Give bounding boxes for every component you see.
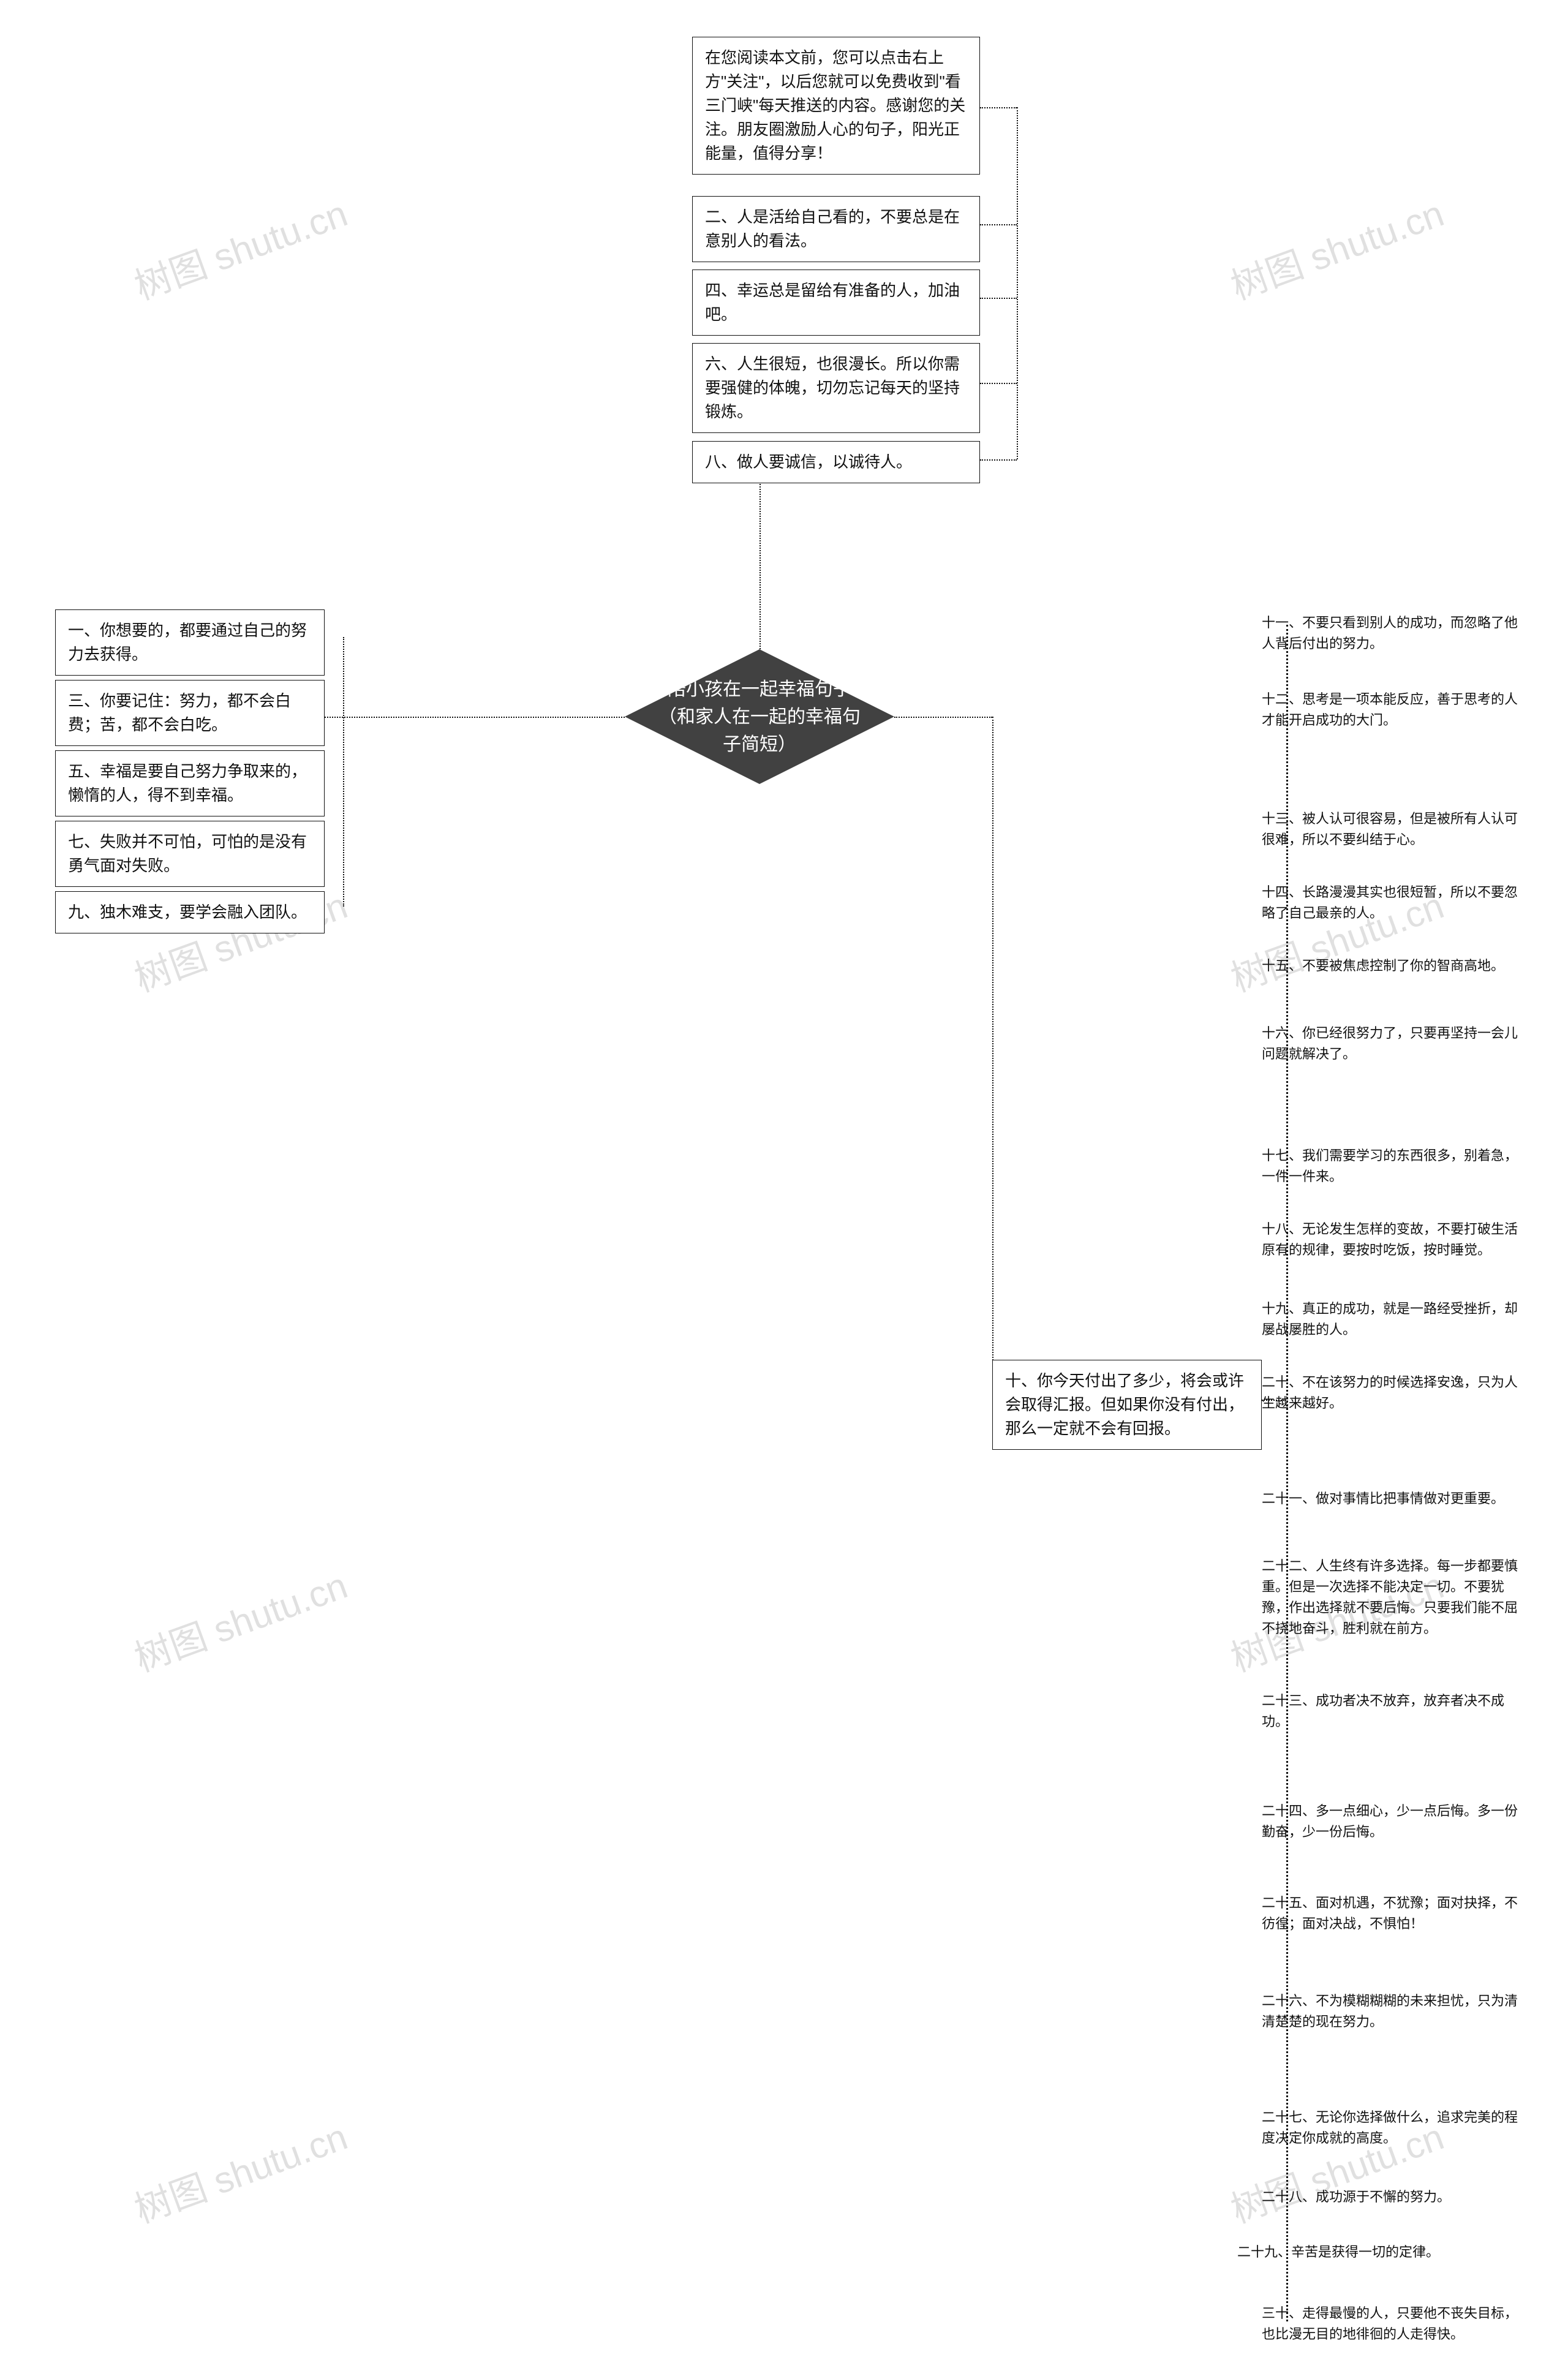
connector xyxy=(980,459,1017,461)
node-label: 二十八、成功源于不懈的努力。 xyxy=(1262,2189,1450,2204)
node-label: 二、人是活给自己看的，不要总是在意别人的看法。 xyxy=(705,208,960,250)
connector xyxy=(980,107,1017,108)
connector xyxy=(325,717,625,718)
node-label: 二十九、辛苦是获得一切的定律。 xyxy=(1237,2244,1439,2260)
mindmap-canvas: 树图 shutu.cn 树图 shutu.cn 树图 shutu.cn 树图 s… xyxy=(0,0,1568,2379)
connector xyxy=(992,717,993,1400)
sub-node: 十八、无论发生怎样的变故，不要打破生活原有的规律，要按时吃饭，按时睡觉。 xyxy=(1262,1219,1525,1261)
sub-node: 二十九、辛苦是获得一切的定律。 xyxy=(1237,2242,1525,2263)
connector xyxy=(760,484,761,649)
sub-node: 十九、真正的成功，就是一路经受挫折，却屡战屡胜的人。 xyxy=(1262,1299,1525,1340)
node-label: 十一、不要只看到别人的成功，而忽略了他人背后付出的努力。 xyxy=(1262,615,1518,651)
connector xyxy=(343,637,344,907)
sub-node: 二十六、不为模糊糊糊的未来担忧，只为清清楚楚的现在努力。 xyxy=(1262,1991,1525,2032)
connector-spine xyxy=(1286,625,1288,2321)
node-label: 三、你要记住：努力，都不会白费；苦，都不会白吃。 xyxy=(68,692,291,734)
node-label: 十九、真正的成功，就是一路经受挫折，却屡战屡胜的人。 xyxy=(1262,1301,1518,1337)
connector xyxy=(980,383,1017,384)
node-label: 六、人生很短，也很漫长。所以你需要强健的体魄，切勿忘记每天的坚持锻炼。 xyxy=(705,355,960,421)
connector xyxy=(980,298,1017,299)
node-label: 二十一、做对事情比把事情做对更重要。 xyxy=(1262,1491,1504,1506)
left-node: 三、你要记住：努力，都不会白费；苦，都不会白吃。 xyxy=(55,680,325,746)
top-node: 二、人是活给自己看的，不要总是在意别人的看法。 xyxy=(692,196,980,262)
top-node: 八、做人要诚信，以诚待人。 xyxy=(692,441,980,483)
node-label: 二十二、人生终有许多选择。每一步都要慎重。但是一次选择不能决定一切。不要犹豫，作… xyxy=(1262,1558,1518,1636)
node-label: 九、独木难支，要学会融入团队。 xyxy=(68,903,307,921)
sub-node: 二十三、成功者决不放弃，放弃者决不成功。 xyxy=(1262,1691,1525,1732)
watermark: 树图 shutu.cn xyxy=(126,2107,353,2233)
node-label: 二十、不在该努力的时候选择安逸，只为人生越来越好。 xyxy=(1262,1374,1518,1411)
sub-node: 二十五、面对机遇，不犹豫；面对抉择，不彷徨；面对决战，不惧怕！ xyxy=(1262,1893,1525,1934)
node-label: 四、幸运总是留给有准备的人，加油吧。 xyxy=(705,281,960,323)
left-node: 一、你想要的，都要通过自己的努力去获得。 xyxy=(55,609,325,676)
node-label: 三十、走得最慢的人，只要他不丧失目标，也比漫无目的地徘徊的人走得快。 xyxy=(1262,2305,1518,2342)
sub-node: 十三、被人认可很容易，但是被所有人认可很难，所以不要纠结于心。 xyxy=(1262,809,1525,850)
top-node: 六、人生很短，也很漫长。所以你需要强健的体魄，切勿忘记每天的坚持锻炼。 xyxy=(692,343,980,433)
node-label: 八、做人要诚信，以诚待人。 xyxy=(705,453,912,471)
node-label: 七、失败并不可怕，可怕的是没有勇气面对失败。 xyxy=(68,832,307,875)
root-node: 陪小孩在一起幸福句子（和家人在一起的幸福句子简短） xyxy=(625,649,894,784)
sub-node: 十七、我们需要学习的东西很多，别着急，一件一件来。 xyxy=(1262,1145,1525,1187)
node-label: 十四、长路漫漫其实也很短暂，所以不要忽略了自己最亲的人。 xyxy=(1262,884,1518,921)
node-label: 十八、无论发生怎样的变故，不要打破生活原有的规律，要按时吃饭，按时睡觉。 xyxy=(1262,1221,1518,1257)
sub-node: 二十、不在该努力的时候选择安逸，只为人生越来越好。 xyxy=(1262,1372,1525,1414)
node-label: 十、你今天付出了多少，将会或许会取得汇报。但如果你没有付出，那么一定就不会有回报… xyxy=(1005,1371,1244,1438)
watermark: 树图 shutu.cn xyxy=(126,184,353,310)
node-label: 二十三、成功者决不放弃，放弃者决不成功。 xyxy=(1262,1693,1504,1729)
left-node: 五、幸福是要自己努力争取来的，懒惰的人，得不到幸福。 xyxy=(55,750,325,816)
connector xyxy=(980,224,1017,225)
node-label: 五、幸福是要自己努力争取来的，懒惰的人，得不到幸福。 xyxy=(68,762,307,804)
top-node: 四、幸运总是留给有准备的人，加油吧。 xyxy=(692,270,980,336)
node-label: 十六、你已经很努力了，只要再坚持一会儿问题就解决了。 xyxy=(1262,1025,1518,1061)
sub-node: 十二、思考是一项本能反应，善于思考的人才能开启成功的大门。 xyxy=(1262,689,1525,731)
watermark: 树图 shutu.cn xyxy=(126,1556,353,1682)
connector xyxy=(1017,107,1018,459)
node-label: 二十六、不为模糊糊糊的未来担忧，只为清清楚楚的现在努力。 xyxy=(1262,1993,1518,2029)
connector xyxy=(894,717,992,718)
root-label: 陪小孩在一起幸福句子（和家人在一起的幸福句子简短） xyxy=(655,676,864,758)
node-label: 在您阅读本文前，您可以点击右上方"关注"，以后您就可以免费收到"看三门峡"每天推… xyxy=(705,48,965,162)
node-label: 十三、被人认可很容易，但是被所有人认可很难，所以不要纠结于心。 xyxy=(1262,811,1518,847)
node-label: 二十七、无论你选择做什么，追求完美的程度决定你成就的高度。 xyxy=(1262,2109,1518,2146)
top-node: 在您阅读本文前，您可以点击右上方"关注"，以后您就可以免费收到"看三门峡"每天推… xyxy=(692,37,980,175)
sub-node: 二十四、多一点细心，少一点后悔。多一份勤奋，少一份后悔。 xyxy=(1262,1801,1525,1842)
node-label: 十二、思考是一项本能反应，善于思考的人才能开启成功的大门。 xyxy=(1262,692,1518,728)
sub-node: 十六、你已经很努力了，只要再坚持一会儿问题就解决了。 xyxy=(1262,1023,1525,1065)
pivot-node: 十、你今天付出了多少，将会或许会取得汇报。但如果你没有付出，那么一定就不会有回报… xyxy=(992,1360,1262,1450)
node-label: 一、你想要的，都要通过自己的努力去获得。 xyxy=(68,621,307,663)
sub-node: 三十、走得最慢的人，只要他不丧失目标，也比漫无目的地徘徊的人走得快。 xyxy=(1262,2303,1525,2345)
node-label: 二十五、面对机遇，不犹豫；面对抉择，不彷徨；面对决战，不惧怕！ xyxy=(1262,1895,1518,1931)
left-node: 九、独木难支，要学会融入团队。 xyxy=(55,891,325,933)
node-label: 十七、我们需要学习的东西很多，别着急，一件一件来。 xyxy=(1262,1148,1518,1184)
left-node: 七、失败并不可怕，可怕的是没有勇气面对失败。 xyxy=(55,821,325,887)
sub-node: 二十二、人生终有许多选择。每一步都要慎重。但是一次选择不能决定一切。不要犹豫，作… xyxy=(1262,1556,1525,1639)
node-label: 十五、不要被焦虑控制了你的智商高地。 xyxy=(1262,958,1504,973)
sub-node: 十五、不要被焦虑控制了你的智商高地。 xyxy=(1262,956,1525,976)
watermark: 树图 shutu.cn xyxy=(1223,184,1450,310)
sub-node: 二十一、做对事情比把事情做对更重要。 xyxy=(1262,1488,1525,1509)
sub-node: 十一、不要只看到别人的成功，而忽略了他人背后付出的努力。 xyxy=(1262,613,1525,654)
sub-node: 二十八、成功源于不懈的努力。 xyxy=(1262,2187,1525,2207)
node-label: 二十四、多一点细心，少一点后悔。多一份勤奋，少一份后悔。 xyxy=(1262,1803,1518,1839)
sub-node: 二十七、无论你选择做什么，追求完美的程度决定你成就的高度。 xyxy=(1262,2107,1525,2149)
sub-node: 十四、长路漫漫其实也很短暂，所以不要忽略了自己最亲的人。 xyxy=(1262,882,1525,924)
